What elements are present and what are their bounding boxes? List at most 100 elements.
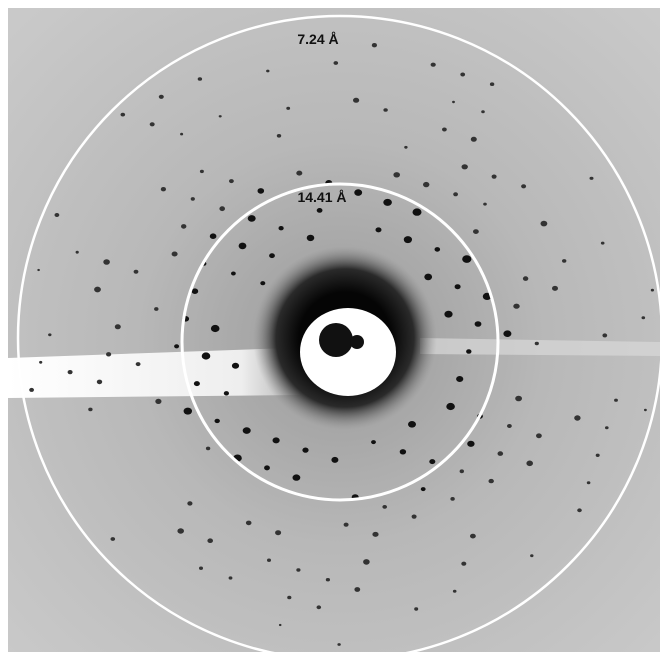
diffraction-spot (577, 508, 582, 512)
diffraction-spot (279, 226, 284, 230)
diffraction-spot (115, 324, 121, 329)
diffraction-spot (587, 481, 591, 484)
diffraction-spot (498, 451, 504, 456)
diffraction-spot (393, 172, 400, 177)
diffraction-spot (317, 208, 323, 213)
diffraction-spot (382, 505, 387, 509)
diffraction-spot (29, 388, 34, 392)
diffraction-spot (88, 408, 92, 412)
diffraction-spot (273, 437, 280, 443)
diffraction-spot (462, 255, 471, 263)
diffraction-spot (232, 363, 239, 369)
diffraction-spot (383, 199, 392, 206)
diffraction-spot (103, 259, 110, 265)
diffraction-spot (452, 101, 455, 103)
diffraction-spot (489, 479, 494, 483)
diffraction-spot (243, 427, 251, 434)
diffraction-spot (530, 554, 533, 557)
diffraction-spot (248, 215, 256, 222)
diffraction-spot (317, 605, 322, 609)
diffraction-spot (239, 243, 247, 250)
diffraction-spot (503, 330, 511, 337)
diffraction-spot (492, 175, 497, 179)
diffraction-spot (363, 559, 370, 565)
diffraction-spot (286, 107, 290, 110)
diffraction-image: 7.24 Å 14.41 Å (0, 0, 664, 658)
diffraction-spot (258, 188, 265, 194)
diffraction-spot (574, 415, 580, 420)
diffraction-spot (490, 82, 494, 86)
diffraction-spot (229, 179, 234, 183)
diffraction-spot (372, 532, 378, 537)
diffraction-spot (475, 321, 482, 327)
diffraction-spot (279, 624, 282, 626)
diffraction-spot (424, 274, 432, 281)
diffraction-spot (442, 128, 447, 132)
diffraction-spot (55, 213, 60, 217)
diffraction-spot (644, 409, 647, 411)
diffraction-spot (413, 208, 422, 215)
diffraction-spot (267, 559, 271, 562)
diffraction-spot (106, 352, 111, 356)
diffraction-spot (68, 370, 73, 374)
diffraction-spot (354, 189, 362, 196)
diffraction-spot (404, 236, 412, 243)
diffraction-spot (450, 497, 454, 501)
diffraction-spot (651, 289, 654, 292)
diffraction-spot (39, 361, 42, 364)
diffraction-spot (296, 171, 302, 176)
diffraction-spot (155, 399, 161, 404)
diffraction-spot (229, 576, 233, 579)
diffraction-spot (470, 534, 476, 539)
diffraction-spot (174, 344, 179, 348)
diffraction-spot (277, 134, 281, 138)
diffraction-spot (444, 311, 452, 318)
diffraction-spot (453, 192, 458, 196)
beam-centre-spot (350, 335, 364, 349)
diffraction-spot (326, 578, 330, 581)
diffraction-spot (467, 441, 474, 447)
diffraction-spot (353, 98, 359, 103)
beam-centre (319, 323, 353, 357)
diffraction-spot (296, 568, 300, 571)
diffraction-spot (210, 233, 217, 239)
diffraction-spot (455, 284, 461, 289)
diffraction-spot (187, 501, 192, 505)
diffraction-spot (161, 187, 166, 191)
diffraction-spot (215, 419, 220, 423)
diffraction-spot (462, 164, 468, 169)
diffraction-spot (181, 224, 186, 229)
diffraction-spot (111, 537, 116, 541)
diffraction-spot (515, 396, 522, 402)
diffraction-spot (471, 137, 477, 142)
diffraction-spot (200, 170, 204, 173)
diffraction-spot (400, 449, 406, 454)
diffraction-spot (219, 115, 222, 117)
diffraction-spot (121, 113, 126, 117)
diffraction-spot (383, 108, 387, 112)
diffraction-spot (423, 182, 429, 187)
diffraction-spot (435, 247, 441, 252)
diffraction-spot (211, 325, 220, 332)
diffraction-spot (642, 316, 646, 319)
diffraction-spot (264, 465, 270, 470)
diffraction-spot (246, 521, 252, 526)
diffraction-spot (293, 474, 301, 480)
diffraction-spot (194, 381, 200, 386)
diffraction-spot (371, 440, 376, 444)
diffraction-spot (198, 77, 202, 81)
diffraction-spot (206, 447, 210, 451)
diffraction-spot (266, 70, 269, 73)
diffraction-spot (404, 146, 407, 149)
diffraction-spot (605, 426, 609, 429)
diffraction-spot (461, 562, 466, 566)
diffraction-spot (596, 454, 600, 457)
ring-label: 7.24 Å (297, 31, 338, 47)
diffraction-spot (275, 530, 281, 535)
diffraction-spot (207, 538, 213, 543)
diffraction-spot (473, 229, 479, 234)
diffraction-spot (191, 197, 195, 201)
diffraction-spot (526, 461, 533, 467)
diffraction-spot (202, 352, 211, 359)
diffraction-spot (136, 362, 141, 366)
